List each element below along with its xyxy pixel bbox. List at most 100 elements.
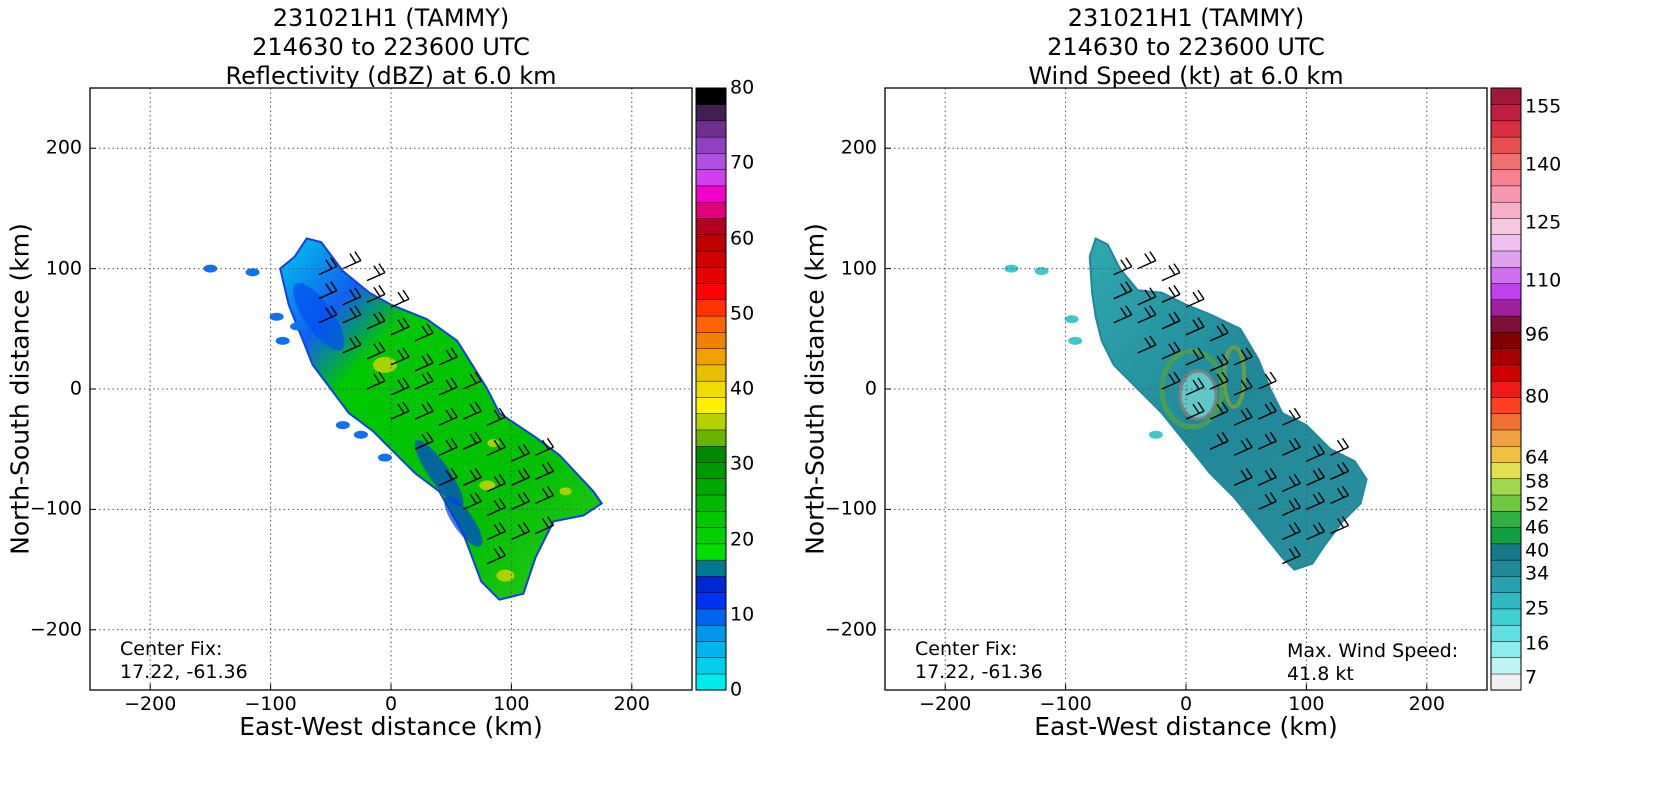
barb-flag bbox=[1173, 341, 1181, 352]
barb-flag bbox=[1293, 522, 1301, 532]
barb-flag bbox=[1173, 371, 1181, 382]
barb-flag bbox=[1120, 259, 1128, 270]
wind-barb bbox=[438, 407, 458, 426]
barb-flag bbox=[546, 485, 555, 496]
barb-flag bbox=[541, 487, 550, 498]
panel-1-title-line-2: 214630 to 223600 UTC bbox=[252, 33, 530, 61]
colorbar-segment bbox=[695, 234, 727, 252]
barb-flag bbox=[522, 443, 530, 454]
colorbar-segment bbox=[1490, 429, 1522, 447]
barb-shaft bbox=[1257, 440, 1277, 450]
barb-flag bbox=[330, 257, 338, 268]
wind-barb bbox=[1282, 498, 1301, 517]
colorbar-segment bbox=[695, 624, 727, 642]
barb-flag bbox=[1245, 347, 1253, 358]
wind-barb bbox=[1113, 305, 1133, 324]
barb-flag bbox=[1288, 500, 1296, 510]
barb-flag bbox=[1245, 467, 1253, 478]
barb-flag bbox=[397, 349, 405, 360]
barb-flag bbox=[397, 379, 405, 390]
barb-shaft bbox=[511, 476, 530, 486]
wind-barb bbox=[390, 347, 410, 366]
barb-flag bbox=[474, 467, 482, 478]
wind-barb bbox=[438, 437, 458, 456]
wind-barb bbox=[366, 311, 386, 330]
colorbar-segment bbox=[1490, 104, 1522, 122]
barb-shaft bbox=[511, 452, 530, 462]
wind-barb bbox=[318, 281, 338, 300]
barb-flag bbox=[1144, 337, 1152, 348]
center-fix-label: Center Fix: bbox=[120, 638, 223, 660]
barb-flag bbox=[1312, 494, 1320, 504]
colorbar-segment bbox=[1490, 315, 1522, 333]
barb-shaft bbox=[1161, 320, 1181, 330]
barb-flag bbox=[1336, 487, 1345, 498]
wind-barb bbox=[1257, 492, 1277, 511]
barb-flag bbox=[1149, 335, 1157, 346]
wind-barb bbox=[1161, 371, 1181, 390]
wind-barb bbox=[366, 284, 386, 303]
x-tick-label: 0 bbox=[1179, 693, 1193, 715]
barb-shaft bbox=[487, 482, 506, 492]
barb-shaft bbox=[1161, 350, 1181, 360]
wind-barb bbox=[438, 467, 458, 486]
barb-flag bbox=[354, 287, 362, 298]
barb-shaft bbox=[342, 344, 362, 354]
barb-flag bbox=[493, 548, 501, 558]
wind-barb bbox=[1233, 347, 1253, 366]
barb-flag bbox=[1293, 407, 1301, 418]
colorbar-segment bbox=[1490, 543, 1522, 561]
y-tick-label: −200 bbox=[29, 618, 82, 641]
barb-flag bbox=[1240, 409, 1248, 420]
barb-shaft bbox=[1306, 500, 1325, 511]
barb-flag bbox=[474, 371, 482, 382]
colorbar-segment bbox=[695, 348, 727, 366]
wind-barb bbox=[1161, 263, 1181, 282]
barb-shaft bbox=[1185, 356, 1205, 366]
barb-flag bbox=[1216, 433, 1224, 444]
colorbar-tick-label: 80 bbox=[1525, 385, 1550, 408]
barb-shaft bbox=[1209, 380, 1229, 390]
barb-flag bbox=[1216, 355, 1224, 366]
colorbar-tick-label: 60 bbox=[730, 227, 755, 249]
barb-flag bbox=[1221, 401, 1229, 412]
barb-flag bbox=[1197, 317, 1205, 328]
wind-barb bbox=[438, 347, 458, 366]
barb-shaft bbox=[1233, 356, 1253, 366]
colorbar-tick-label: 0 bbox=[730, 678, 743, 701]
barb-flag bbox=[1216, 325, 1224, 336]
wind-barb bbox=[342, 335, 362, 354]
panel-2-title-line-3: Wind Speed (kt) at 6.0 km bbox=[1028, 62, 1344, 90]
barb-shaft bbox=[366, 380, 386, 390]
wind-barb bbox=[511, 522, 530, 541]
barb-flag bbox=[1317, 522, 1325, 532]
y-tick-label: 0 bbox=[864, 377, 877, 400]
wind-barb bbox=[1209, 431, 1229, 450]
panel-1-title: 231021H1 (TAMMY) 214630 to 223600 UTC Re… bbox=[90, 4, 692, 91]
isolated-echo bbox=[290, 322, 305, 331]
colorbar-segment bbox=[695, 543, 727, 561]
barb-shaft bbox=[1330, 470, 1349, 480]
barb-flag bbox=[450, 347, 458, 358]
barb-flag bbox=[1293, 498, 1301, 508]
colorbar-tick-label: 96 bbox=[1525, 323, 1550, 346]
colorbar-frame bbox=[1490, 87, 1522, 691]
barb-shaft bbox=[462, 380, 482, 390]
barb-shaft bbox=[1330, 494, 1349, 505]
barb-flag bbox=[474, 431, 482, 442]
colorbar-segment bbox=[1490, 608, 1522, 626]
barb-flag bbox=[1341, 437, 1350, 448]
barb-flag bbox=[325, 259, 333, 270]
barb-flag bbox=[469, 433, 477, 444]
barb-shaft bbox=[462, 440, 482, 450]
barb-shaft bbox=[390, 356, 410, 366]
wind-barb bbox=[438, 377, 458, 396]
barb-flag bbox=[1216, 403, 1224, 414]
barb-flag bbox=[1221, 371, 1229, 382]
wind-barb bbox=[366, 341, 386, 360]
isolated-echo bbox=[1064, 315, 1079, 324]
colorbar-tick-label: 50 bbox=[730, 302, 755, 325]
wind-barb bbox=[366, 263, 386, 282]
center-fix-annotation: Center Fix: 17.22, -61.36 bbox=[120, 638, 248, 684]
colorbar-segment bbox=[695, 331, 727, 349]
